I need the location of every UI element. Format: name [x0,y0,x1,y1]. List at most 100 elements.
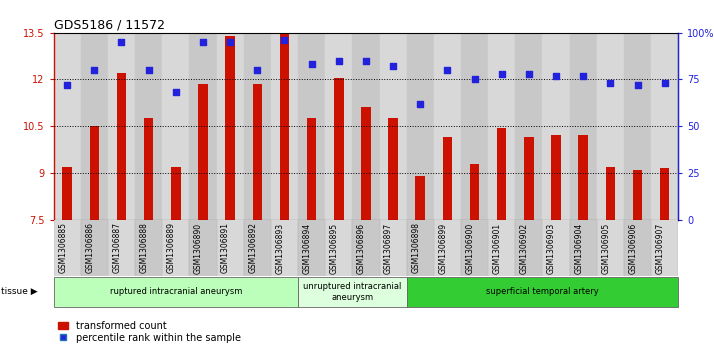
Text: GSM1306894: GSM1306894 [303,223,311,274]
FancyBboxPatch shape [298,277,407,307]
Text: GDS5186 / 11572: GDS5186 / 11572 [54,19,164,32]
Bar [189,33,216,220]
Text: GSM1306899: GSM1306899 [438,223,448,274]
Text: GSM1306888: GSM1306888 [140,223,149,273]
Bar [81,220,108,276]
Bar [543,220,570,276]
Legend: transformed count, percentile rank within the sample: transformed count, percentile rank withi… [59,321,241,343]
Point [143,67,154,73]
Bar [334,78,343,220]
Text: tissue ▶: tissue ▶ [1,287,38,296]
Point [89,67,100,73]
Bar [298,33,325,220]
Bar [271,220,298,276]
Bar [651,33,678,220]
Text: GSM1306904: GSM1306904 [574,223,583,274]
Bar [89,126,99,220]
Bar [162,220,189,276]
Bar [597,220,624,276]
Bar [516,33,543,220]
Bar [325,33,352,220]
Text: GSM1306895: GSM1306895 [330,223,338,274]
Bar [54,33,81,220]
Bar [488,220,516,276]
Bar [226,36,235,220]
Bar [135,220,162,276]
Point [469,77,481,82]
Bar [407,33,434,220]
Bar [243,33,271,220]
Bar [54,220,81,276]
Point [116,39,127,45]
Bar [352,33,380,220]
Point [523,71,535,77]
Bar [434,220,461,276]
Text: GSM1306885: GSM1306885 [58,223,67,273]
Bar [633,170,643,220]
Text: GSM1306893: GSM1306893 [276,223,284,274]
Bar [461,33,488,220]
Bar [144,118,154,220]
Text: GSM1306896: GSM1306896 [357,223,366,274]
Point [61,82,73,88]
Bar [524,137,533,220]
Text: GSM1306901: GSM1306901 [493,223,502,274]
Point [659,80,670,86]
Bar [551,135,560,220]
Bar [578,135,588,220]
Point [224,39,236,45]
Bar [388,118,398,220]
Point [632,82,643,88]
Bar [108,33,135,220]
Point [278,37,290,43]
Text: GSM1306906: GSM1306906 [628,223,638,274]
Text: GSM1306898: GSM1306898 [411,223,421,273]
Point [442,67,453,73]
Text: GSM1306887: GSM1306887 [113,223,121,273]
Bar [280,34,289,220]
FancyBboxPatch shape [407,277,678,307]
Bar [271,33,298,220]
Point [197,39,208,45]
Bar [543,33,570,220]
Text: GSM1306902: GSM1306902 [520,223,529,274]
Bar [461,220,488,276]
Text: GSM1306889: GSM1306889 [167,223,176,273]
Bar [171,167,181,220]
Point [361,58,372,64]
Bar [135,33,162,220]
Bar [189,220,216,276]
Bar [307,118,316,220]
Bar [416,176,425,220]
Bar [605,167,615,220]
Bar [198,84,208,220]
Bar [597,33,624,220]
Bar [216,220,243,276]
Bar [216,33,243,220]
Text: GSM1306905: GSM1306905 [601,223,610,274]
Bar [497,128,506,220]
Text: GSM1306891: GSM1306891 [221,223,230,273]
Text: GSM1306892: GSM1306892 [248,223,257,273]
Text: superficial temporal artery: superficial temporal artery [486,287,599,296]
Text: GSM1306903: GSM1306903 [547,223,556,274]
Point [605,80,616,86]
Bar [361,107,371,220]
Bar [624,33,651,220]
Point [578,73,589,78]
Bar [81,33,108,220]
Point [333,58,344,64]
Text: unruptured intracranial
aneurysm: unruptured intracranial aneurysm [303,282,401,302]
Bar [162,33,189,220]
Bar [62,167,72,220]
Bar [108,220,135,276]
Text: ruptured intracranial aneurysm: ruptured intracranial aneurysm [109,287,242,296]
Point [496,71,508,77]
Bar [570,220,597,276]
Text: GSM1306886: GSM1306886 [85,223,94,273]
Bar [434,33,461,220]
Bar [253,84,262,220]
Point [388,64,399,69]
Bar [624,220,651,276]
Bar [380,220,407,276]
